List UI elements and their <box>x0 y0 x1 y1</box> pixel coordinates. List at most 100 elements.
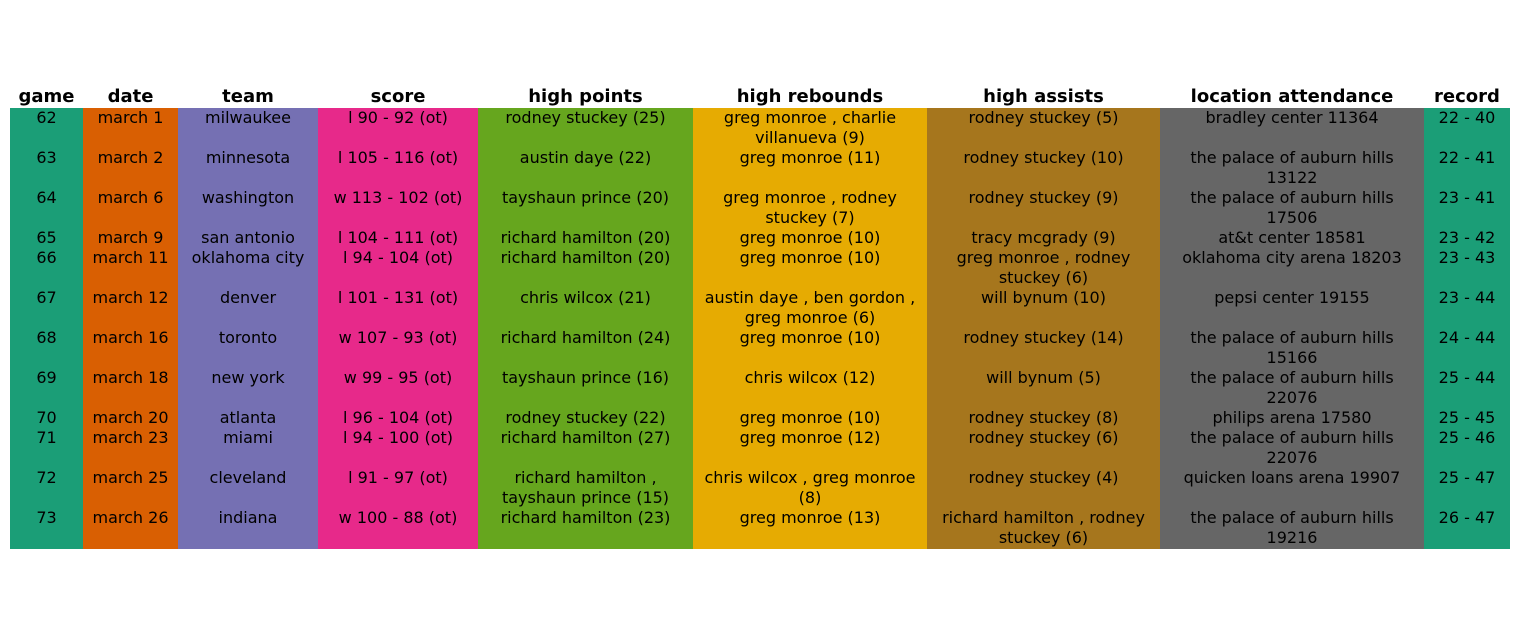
column-header: location attendance <box>1190 86 1394 107</box>
table-cell: chris wilcox (12) <box>744 368 876 387</box>
column-high-points: high points rodney stuckey (25) austin day… <box>478 86 693 549</box>
table-cell: w 99 - 95 (ot) <box>343 368 453 387</box>
table-cell: 70 <box>36 408 57 427</box>
column-body: greg monroe , charlie villanueva (9) greg… <box>693 108 927 549</box>
table-cell: denver <box>219 288 277 307</box>
column-header: record <box>1434 86 1500 107</box>
table-cell: l 90 - 92 (ot) <box>348 108 448 127</box>
table-cell: 25 - 47 <box>1438 468 1496 487</box>
table-cell: washington <box>201 188 295 207</box>
table-cell: tracy mcgrady (9) <box>971 228 1116 247</box>
table-cell: greg monroe , charlie villanueva (9) <box>723 108 897 147</box>
column-high-assists: high assists rodney stuckey (5) rodney stu… <box>927 86 1160 549</box>
table-cell: greg monroe , rodney stuckey (6) <box>956 248 1131 287</box>
table-cell: 67 <box>36 288 57 307</box>
table-cell: l 91 - 97 (ot) <box>348 468 448 487</box>
column-team: team milwaukee minnesota washington san anto… <box>178 86 318 549</box>
table-cell: rodney stuckey (8) <box>968 408 1119 427</box>
table-cell: austin daye (22) <box>519 148 652 167</box>
table-cell: will bynum (10) <box>981 288 1106 307</box>
column-header: score <box>370 86 426 107</box>
table-cell: rodney stuckey (10) <box>963 148 1124 167</box>
table-cell: philips arena 17580 <box>1212 408 1372 427</box>
table-cell: richard hamilton (27) <box>500 428 671 447</box>
table-cell: 69 <box>36 368 57 387</box>
table-cell: austin daye , ben gordon , greg monroe (… <box>704 288 916 327</box>
table-cell: oklahoma city <box>191 248 305 267</box>
table-cell: l 101 - 131 (ot) <box>337 288 459 307</box>
table-cell: chris wilcox , greg monroe (8) <box>704 468 916 507</box>
table-cell: march 25 <box>92 468 169 487</box>
table-cell: quicken loans arena 19907 <box>1183 468 1401 487</box>
table-cell: 24 - 44 <box>1438 328 1496 347</box>
table-cell: rodney stuckey (22) <box>505 408 666 427</box>
table-cell: 23 - 42 <box>1438 228 1496 247</box>
column-body: 22 - 40 22 - 41 23 - 41 23 - 42 23 - 43 23 - … <box>1424 108 1510 549</box>
table-cell: 68 <box>36 328 57 347</box>
table-cell: l 94 - 100 (ot) <box>342 428 453 447</box>
table-cell: march 26 <box>92 508 169 527</box>
table-cell: greg monroe (10) <box>739 328 881 347</box>
table-cell: rodney stuckey (5) <box>968 108 1119 127</box>
table-cell: the palace of auburn hills 17506 <box>1190 188 1394 227</box>
table-cell: l 96 - 104 (ot) <box>342 408 453 427</box>
table-cell: march 23 <box>92 428 169 447</box>
table-cell: will bynum (5) <box>986 368 1101 387</box>
table-cell: minnesota <box>205 148 291 167</box>
column-body: march 1 march 2 march 6 march 9 march 11 marc… <box>83 108 178 549</box>
column-body: milwaukee minnesota washington san antonio o… <box>178 108 318 549</box>
column-body: rodney stuckey (5) rodney stuckey (10) rod… <box>927 108 1160 549</box>
table-cell: march 20 <box>92 408 169 427</box>
table-cell: indiana <box>218 508 278 527</box>
table-cell: march 1 <box>97 108 164 127</box>
table-cell: richard hamilton , tayshaun prince (15) <box>501 468 670 507</box>
table-cell: l 94 - 104 (ot) <box>342 248 453 267</box>
table-cell: chris wilcox (21) <box>520 288 651 307</box>
table-cell: march 12 <box>92 288 169 307</box>
table-cell: richard hamilton , rodney stuckey (6) <box>942 508 1145 547</box>
table-cell: richard hamilton (24) <box>500 328 671 347</box>
table-cell: march 9 <box>97 228 164 247</box>
table-cell: miami <box>223 428 273 447</box>
table-cell: greg monroe (10) <box>739 248 881 267</box>
column-header: date <box>107 86 154 107</box>
table-cell: the palace of auburn hills 15166 <box>1190 328 1394 367</box>
table-cell: 65 <box>36 228 57 247</box>
table-cell: richard hamilton (23) <box>500 508 671 527</box>
column-header: high assists <box>983 86 1104 107</box>
column-high-rebounds: high rebounds greg monroe , charlie villa… <box>693 86 927 549</box>
table-cell: 25 - 45 <box>1438 408 1496 427</box>
table-cell: at&t center 18581 <box>1218 228 1366 247</box>
table-cell: greg monroe , rodney stuckey (7) <box>723 188 897 227</box>
table-cell: oklahoma city arena 18203 <box>1182 248 1402 267</box>
table-cell: march 2 <box>97 148 164 167</box>
table-cell: the palace of auburn hills 13122 <box>1190 148 1394 187</box>
column-date: date march 1 march 2 march 6 march 9 march 11… <box>83 86 178 549</box>
column-location-attendance: location attendance bradley center 11364 t… <box>1160 86 1424 549</box>
table-cell: greg monroe (10) <box>739 228 881 247</box>
table-cell: 22 - 41 <box>1438 148 1496 167</box>
table-cell: the palace of auburn hills 19216 <box>1190 508 1394 547</box>
table-cell: the palace of auburn hills 22076 <box>1190 428 1394 467</box>
table-cell: 25 - 46 <box>1438 428 1496 447</box>
table-cell: 72 <box>36 468 57 487</box>
column-body: bradley center 11364 the palace of auburn… <box>1160 108 1424 549</box>
table-cell: 26 - 47 <box>1438 508 1496 527</box>
table-cell: milwaukee <box>205 108 291 127</box>
table-cell: 63 <box>36 148 57 167</box>
table-cell: 23 - 44 <box>1438 288 1496 307</box>
table-cell: tayshaun prince (16) <box>501 368 670 387</box>
table-cell: richard hamilton (20) <box>500 228 671 247</box>
table-cell: 62 <box>36 108 57 127</box>
table-cell: rodney stuckey (9) <box>968 188 1119 207</box>
table-cell: richard hamilton (20) <box>500 248 671 267</box>
table-cell: march 16 <box>92 328 169 347</box>
table-cell: san antonio <box>201 228 295 247</box>
table-cell: w 100 - 88 (ot) <box>338 508 458 527</box>
table-cell: 71 <box>36 428 57 447</box>
table-cell: tayshaun prince (20) <box>501 188 670 207</box>
table-cell: the palace of auburn hills 22076 <box>1190 368 1394 407</box>
table-cell: greg monroe (10) <box>739 408 881 427</box>
column-header: high points <box>528 86 643 107</box>
table-cell: toronto <box>218 328 278 347</box>
